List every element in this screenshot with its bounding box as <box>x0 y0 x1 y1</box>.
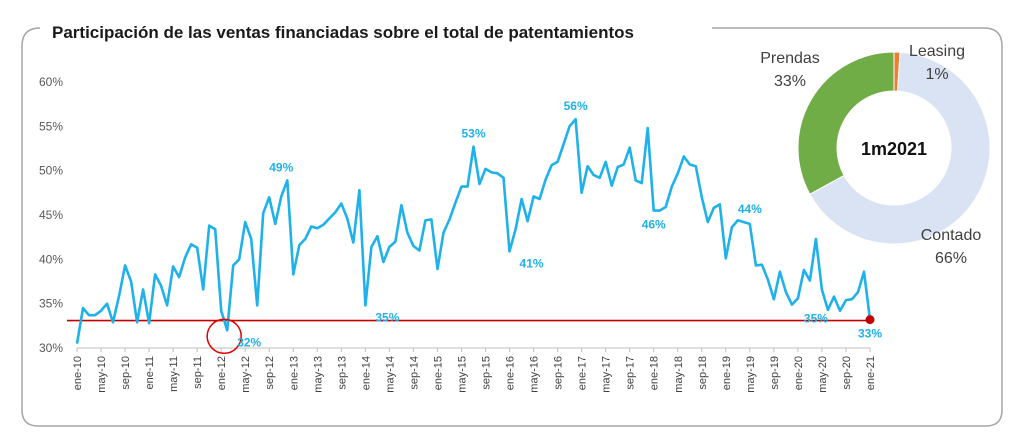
x-tick-label: may-10 <box>96 356 108 393</box>
x-tick-label: ene-21 <box>865 356 877 390</box>
x-tick-label: ene-14 <box>360 356 372 390</box>
x-tick-label: sep-20 <box>841 356 853 390</box>
data-label: 49% <box>269 160 293 174</box>
x-tick-label: may-20 <box>817 356 829 393</box>
donut-slice-prendas <box>797 51 895 195</box>
x-tick-label: may-16 <box>529 356 541 393</box>
slice-label-leasing: 1% <box>925 66 948 83</box>
x-tick-label: ene-16 <box>505 356 517 390</box>
y-tick-label: 50% <box>39 164 63 178</box>
end-point-marker <box>865 315 875 325</box>
data-labels: 32% 49% 35% 53% 41% 56% 46% 44% 35% 33% <box>237 99 882 349</box>
x-tick-label: ene-17 <box>577 356 589 390</box>
data-label: 53% <box>461 127 485 141</box>
x-tick-label: sep-18 <box>697 356 709 390</box>
y-tick-label: 35% <box>39 297 63 311</box>
donut-slice-contado <box>809 51 991 245</box>
slice-label-contado: 66% <box>935 250 967 267</box>
slice-name-leasing: Leasing <box>909 43 965 60</box>
x-tick-label: ene-11 <box>144 356 156 389</box>
slice-label-prendas: 33% <box>774 73 806 90</box>
data-label: 35% <box>375 310 399 324</box>
data-label: 41% <box>520 256 544 270</box>
minimum-highlight-circle <box>206 318 242 355</box>
y-axis: 30% 35% 40% 45% 50% 55% 60% <box>39 75 63 355</box>
x-tick-label: sep-10 <box>120 356 132 390</box>
x-tick-label: sep-12 <box>264 356 276 390</box>
chart-title: Participación de las ventas financiadas … <box>52 23 634 42</box>
x-tick-label: may-14 <box>384 356 396 393</box>
chart-border <box>21 27 1003 427</box>
donut-center-label: 1m2021 <box>861 139 927 159</box>
x-tick-label: ene-12 <box>216 356 228 390</box>
x-tick-label: ene-13 <box>288 356 300 390</box>
data-label: 46% <box>642 218 666 232</box>
x-tick-label: sep-13 <box>336 356 348 390</box>
x-tick-label: sep-19 <box>769 356 781 390</box>
x-tick-label: may-13 <box>312 356 324 393</box>
x-tick-label: sep-14 <box>408 356 420 390</box>
data-label: 33% <box>858 327 882 341</box>
slice-name-prendas: Prendas <box>760 50 820 67</box>
slice-name-contado: Contado <box>921 227 982 244</box>
data-label: 56% <box>564 99 588 113</box>
x-tick-label: ene-15 <box>432 356 444 390</box>
x-tick-label: may-18 <box>673 356 685 393</box>
x-tick-label: may-17 <box>601 356 613 393</box>
data-label: 32% <box>237 335 261 349</box>
x-tick-label: sep-16 <box>553 356 565 390</box>
x-tick-label: sep-11 <box>192 356 204 389</box>
y-tick-label: 45% <box>39 208 63 222</box>
x-tick-label: may-12 <box>240 356 252 393</box>
y-tick-label: 40% <box>39 252 63 266</box>
x-tick-label: ene-19 <box>721 356 733 390</box>
donut-chart <box>797 51 991 245</box>
data-label: 35% <box>804 312 828 326</box>
x-tick-label: ene-20 <box>793 356 805 390</box>
y-tick-label: 60% <box>39 75 63 89</box>
x-tick-label: ene-10 <box>72 356 84 390</box>
y-tick-label: 55% <box>39 119 63 133</box>
x-tick-label: sep-17 <box>625 356 637 390</box>
x-tick-label: sep-15 <box>481 356 493 390</box>
x-tick-label: may-19 <box>745 356 757 393</box>
x-tick-label: may-15 <box>456 356 468 393</box>
y-tick-label: 30% <box>39 341 63 355</box>
series-line <box>75 117 872 344</box>
x-tick-label: may-11 <box>168 356 180 392</box>
x-tick-label: ene-18 <box>649 356 661 390</box>
data-label: 44% <box>738 202 762 216</box>
x-axis: ene-10 may-10 sep-10 ene-11 may-11 sep-11 ene-… <box>72 347 877 393</box>
